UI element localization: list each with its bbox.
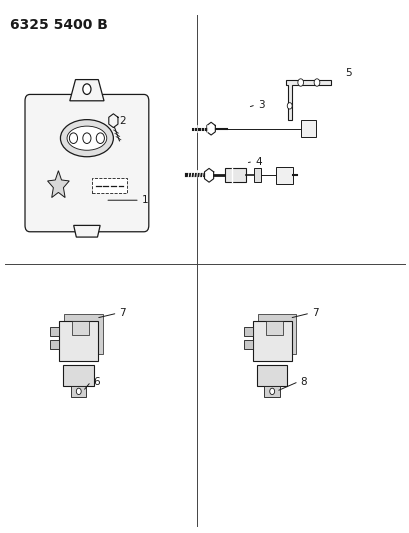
Bar bbox=[225, 168, 245, 182]
Polygon shape bbox=[70, 79, 104, 101]
Ellipse shape bbox=[67, 126, 106, 150]
Circle shape bbox=[76, 388, 81, 394]
Circle shape bbox=[83, 84, 91, 94]
Text: 6: 6 bbox=[93, 376, 99, 386]
Text: 7: 7 bbox=[119, 308, 126, 318]
Circle shape bbox=[297, 79, 303, 86]
Bar bbox=[92, 177, 127, 193]
Text: 4: 4 bbox=[254, 157, 261, 166]
Polygon shape bbox=[47, 171, 69, 198]
Bar bbox=[252, 321, 291, 361]
Bar bbox=[276, 167, 292, 184]
Bar bbox=[257, 314, 296, 354]
Polygon shape bbox=[74, 225, 100, 237]
Bar bbox=[243, 327, 252, 336]
Bar bbox=[50, 327, 59, 336]
Polygon shape bbox=[286, 80, 330, 119]
Circle shape bbox=[69, 133, 77, 143]
Bar bbox=[264, 385, 279, 397]
Text: 2: 2 bbox=[119, 116, 126, 126]
Text: 1: 1 bbox=[142, 195, 148, 205]
Bar bbox=[265, 320, 282, 335]
Bar bbox=[50, 340, 59, 349]
Text: 5: 5 bbox=[345, 68, 351, 78]
Circle shape bbox=[313, 79, 319, 86]
Text: 3: 3 bbox=[257, 100, 264, 110]
Text: 8: 8 bbox=[300, 376, 307, 386]
Text: 7: 7 bbox=[311, 308, 318, 318]
FancyBboxPatch shape bbox=[25, 94, 148, 232]
Circle shape bbox=[96, 133, 104, 143]
Circle shape bbox=[287, 103, 292, 109]
Bar bbox=[300, 120, 315, 137]
Circle shape bbox=[83, 133, 91, 143]
Bar bbox=[253, 168, 261, 182]
Bar bbox=[63, 366, 94, 385]
Bar bbox=[72, 320, 89, 335]
Text: 6325 5400 B: 6325 5400 B bbox=[9, 18, 107, 33]
Bar bbox=[64, 314, 103, 354]
Bar bbox=[256, 366, 287, 385]
Bar bbox=[59, 321, 98, 361]
Bar bbox=[243, 340, 252, 349]
Ellipse shape bbox=[60, 119, 113, 157]
Bar bbox=[71, 385, 86, 397]
Circle shape bbox=[269, 388, 274, 394]
